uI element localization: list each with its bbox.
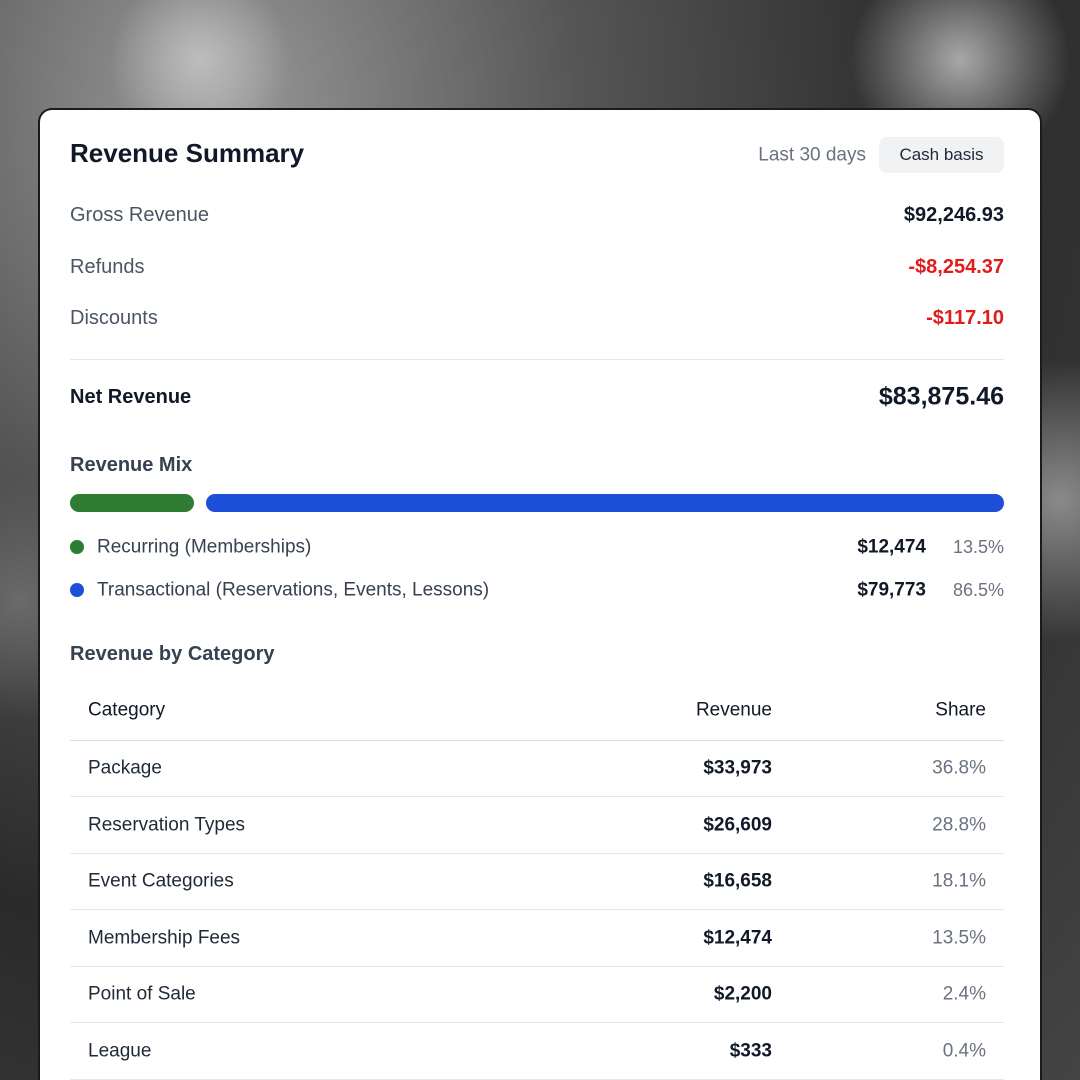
column-header: Share xyxy=(935,699,986,721)
legend-dot xyxy=(70,540,84,554)
row-divider xyxy=(70,796,1004,797)
category-revenue: $2,200 xyxy=(713,983,772,1005)
divider xyxy=(70,740,1004,741)
legend-label: Transactional (Reservations, Events, Les… xyxy=(97,579,490,600)
summary-label: Refunds xyxy=(70,255,145,278)
net-value: $83,875.46 xyxy=(878,382,1004,411)
category-name: Package xyxy=(88,757,162,779)
category-revenue: $12,474 xyxy=(703,927,772,949)
mix-segment xyxy=(206,494,1004,512)
category-name: Point of Sale xyxy=(88,983,196,1005)
mix-bar xyxy=(70,494,1004,512)
row-divider xyxy=(70,909,1004,911)
section-title: Revenue by Category xyxy=(70,643,275,665)
category-share: 36.8% xyxy=(932,757,986,779)
section-title: Revenue Mix xyxy=(70,454,193,476)
mix-amount: $79,773 xyxy=(857,579,926,600)
mix-amount: $12,474 xyxy=(857,536,926,558)
row-divider xyxy=(70,1022,1004,1024)
category-share: 18.1% xyxy=(932,870,986,892)
category-share: 0.4% xyxy=(942,1040,986,1062)
mix-share: 13.5% xyxy=(952,537,1004,557)
summary-label: Gross Revenue xyxy=(70,204,209,226)
revenue-card xyxy=(38,108,1042,1080)
summary-value: -$117.10 xyxy=(926,307,1004,329)
summary-label: Discounts xyxy=(70,307,158,329)
net-label: Net Revenue xyxy=(70,386,192,408)
summary-value: $92,246.93 xyxy=(903,204,1004,226)
mix-segment xyxy=(70,494,195,512)
basis-badge[interactable]: Cash basis xyxy=(879,137,1004,173)
card-title: Revenue Summary xyxy=(70,138,305,168)
row-divider xyxy=(70,852,1004,854)
category-share: 13.5% xyxy=(932,927,986,949)
period-label: Last 30 days xyxy=(758,144,866,166)
category-revenue: $26,609 xyxy=(703,814,772,836)
divider xyxy=(70,359,1004,360)
legend-dot xyxy=(70,582,84,597)
category-name: Membership Fees xyxy=(88,927,241,949)
category-revenue: $16,658 xyxy=(703,870,772,892)
row-divider xyxy=(70,965,1004,967)
category-name: Event Categories xyxy=(88,870,234,892)
column-header: Category xyxy=(88,699,166,721)
category-revenue: $333 xyxy=(729,1040,772,1062)
mix-share: 86.5% xyxy=(952,579,1004,600)
summary-value: -$8,254.37 xyxy=(908,255,1004,278)
category-share: 2.4% xyxy=(942,983,986,1005)
legend-label: Recurring (Memberships) xyxy=(97,536,312,558)
category-name: Reservation Types xyxy=(88,814,246,836)
column-header: Revenue xyxy=(695,699,772,721)
category-name: League xyxy=(88,1040,152,1062)
category-share: 28.8% xyxy=(932,814,986,836)
category-revenue: $33,973 xyxy=(703,757,772,779)
